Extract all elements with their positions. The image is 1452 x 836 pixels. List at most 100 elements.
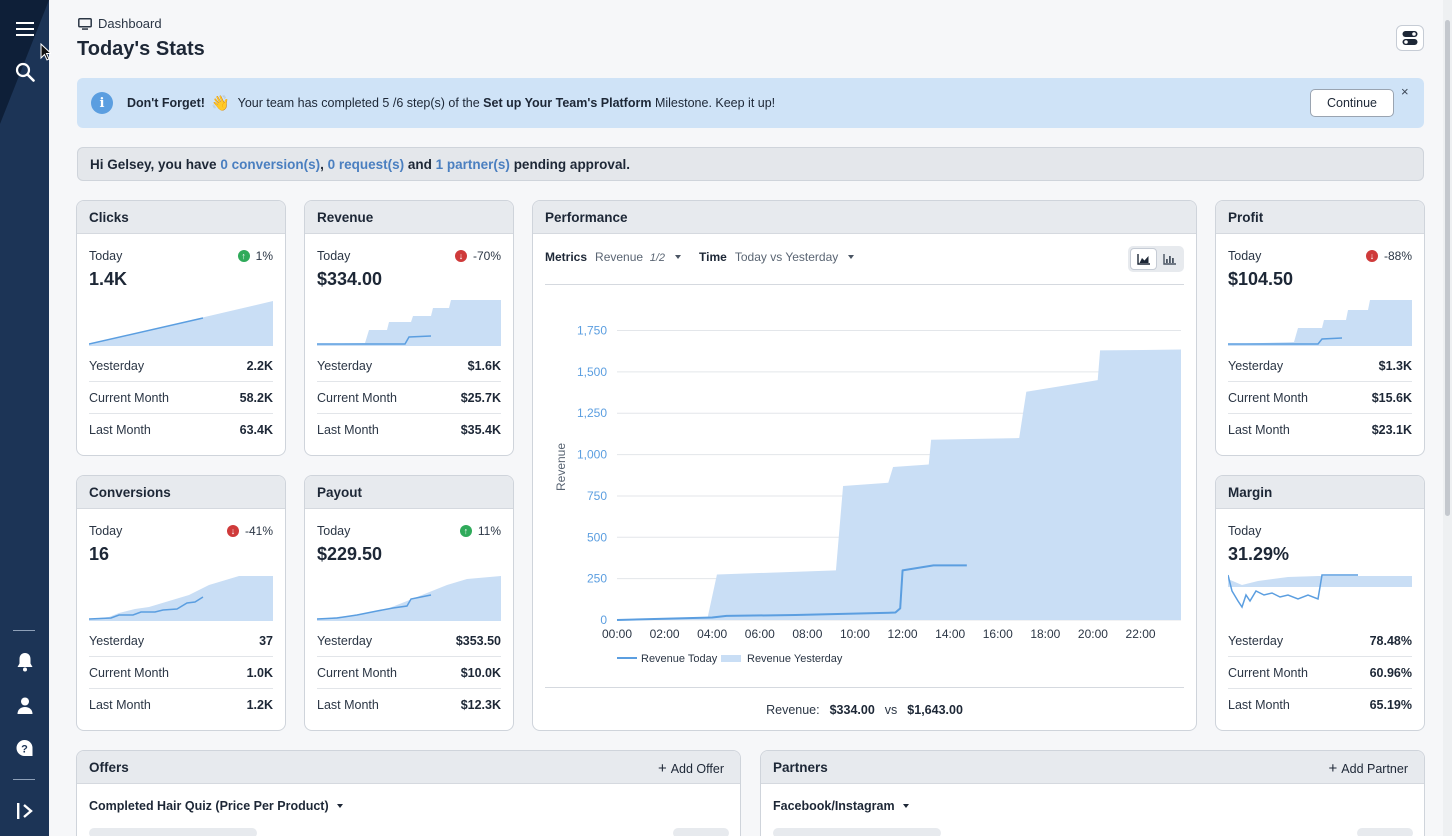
help-button[interactable]: ?	[0, 733, 49, 763]
caret-down-icon	[336, 804, 343, 808]
change-badge: ↑ 1%	[237, 249, 273, 263]
add-offer-button[interactable]: + Add Offer	[657, 760, 724, 777]
search-button[interactable]	[0, 57, 49, 87]
change-value: -88%	[1383, 249, 1412, 263]
x-tick-label: 08:00	[792, 627, 822, 641]
arrow-up-icon: ↑	[237, 250, 250, 262]
summary-label: Revenue:	[766, 703, 820, 717]
margin-sparkline	[1228, 574, 1412, 609]
approval-summary: Hi Gelsey, you have 0 conversion(s), 0 r…	[77, 147, 1424, 181]
x-tick-label: 00:00	[602, 627, 632, 641]
arrow-down-icon: ↓	[1365, 250, 1378, 262]
today-label: Today	[317, 249, 351, 263]
breadcrumb-label: Dashboard	[98, 16, 162, 31]
profile-button[interactable]	[0, 690, 49, 720]
stat-row: Yesterday $1.6K	[317, 350, 501, 382]
breadcrumb[interactable]: Dashboard	[78, 16, 162, 31]
stat-row: Last Month $35.4K	[317, 423, 501, 437]
today-label: Today	[89, 249, 123, 263]
offer-select[interactable]: Completed Hair Quiz (Price Per Product)	[89, 799, 343, 813]
time-select[interactable]: Today vs Yesterday	[734, 250, 839, 264]
card-title: Clicks	[77, 201, 285, 234]
arrow-down-icon: ↓	[226, 525, 239, 537]
x-tick-label: 04:00	[697, 627, 727, 641]
metrics-label: Metrics	[545, 250, 588, 264]
arrow-down-icon: ↓	[454, 250, 467, 262]
scrollbar-thumb[interactable]	[1445, 20, 1450, 516]
stat-row: Last Month $12.3K	[317, 698, 501, 712]
add-partner-button[interactable]: + Add Partner	[1328, 760, 1408, 777]
today-value: 16	[89, 544, 110, 564]
panel-title: Partners	[761, 751, 1424, 784]
settings-toggle-button[interactable]	[1396, 25, 1424, 51]
banner-title: Don't Forget!	[127, 96, 205, 110]
change-value: -41%	[244, 524, 273, 538]
notifications-button[interactable]	[0, 647, 49, 677]
sidebar-divider	[13, 630, 35, 631]
stat-row: Current Month 60.96%	[1228, 657, 1412, 689]
today-value: 31.29%	[1228, 544, 1290, 564]
partners-link[interactable]: 1 partner(s)	[435, 156, 510, 172]
menu-button[interactable]	[0, 14, 49, 44]
change-badge: ↓ -70%	[454, 249, 501, 263]
stat-row: Yesterday $353.50	[317, 625, 501, 657]
stat-row: Last Month 1.2K	[89, 698, 273, 712]
x-tick-label: 16:00	[983, 627, 1013, 641]
greeting-end: pending approval.	[509, 156, 630, 172]
card-title: Revenue	[305, 201, 513, 234]
svg-text:?: ?	[21, 743, 28, 755]
sidebar-accent	[0, 0, 49, 124]
time-label: Time	[699, 250, 727, 264]
continue-button[interactable]: Continue	[1310, 89, 1394, 117]
scrollbar[interactable]	[1443, 0, 1452, 836]
bar-chart-button[interactable]	[1157, 248, 1182, 270]
area-chart-button[interactable]	[1130, 248, 1157, 270]
milestone-banner: i Don't Forget! 👋 Your team has complete…	[77, 78, 1424, 128]
chart-type-toggle	[1128, 246, 1184, 272]
wave-emoji: 👋	[210, 95, 230, 112]
expand-sidebar-button[interactable]	[0, 796, 49, 826]
today-value: $104.50	[1228, 269, 1294, 289]
change-value: -70%	[472, 249, 501, 263]
change-badge: ↓ -88%	[1365, 249, 1412, 263]
caret-down-icon	[902, 804, 909, 808]
y-tick-label: 1,500	[577, 365, 607, 379]
partner-chart-toggle[interactable]	[1357, 828, 1413, 836]
x-tick-label: 10:00	[840, 627, 870, 641]
y-tick-label: 250	[587, 572, 607, 586]
conversions-link[interactable]: 0 conversion(s)	[220, 156, 321, 172]
partners-panel: Partners + Add Partner Facebook/Instagram	[760, 750, 1425, 836]
today-label: Today	[1228, 249, 1262, 263]
card-title: Conversions	[77, 476, 285, 509]
arrow-up-icon: ↑	[459, 525, 472, 537]
divider	[545, 687, 1184, 688]
change-value: 1%	[255, 249, 273, 263]
y-tick-label: 1,000	[577, 448, 607, 462]
x-tick-label: 06:00	[745, 627, 775, 641]
caret-down-icon	[675, 255, 682, 259]
help-icon: ?	[16, 739, 33, 756]
search-icon	[15, 62, 35, 82]
legend-label: Revenue Today	[641, 653, 718, 665]
close-icon[interactable]: ×	[1401, 84, 1409, 99]
partner-tabs[interactable]	[773, 828, 941, 836]
legend-label: Revenue Yesterday	[747, 653, 843, 665]
summary-vs: vs	[884, 703, 898, 717]
payout-sparkline	[317, 576, 501, 621]
profit-card: Profit Today ↓ -88% $104.50 Yesterday $1.3…	[1215, 200, 1425, 456]
conversions-card: Conversions Today ↓ -41% 16 Yesterday 37 C…	[76, 475, 286, 731]
offer-chart-toggle[interactable]	[673, 828, 729, 836]
clicks-card: Clicks Today ↑ 1% 1.4K Yesterday 2.2K Curr…	[76, 200, 286, 456]
partner-select[interactable]: Facebook/Instagram	[773, 799, 909, 813]
requests-link[interactable]: 0 request(s)	[327, 156, 405, 172]
stat-row: Current Month 58.2K	[89, 382, 273, 414]
stat-row: Yesterday $1.3K	[1228, 350, 1412, 382]
metrics-select[interactable]: Revenue 1/2	[595, 250, 666, 264]
payout-card: Payout Today ↑ 11% $229.50 Yesterday $353.…	[304, 475, 514, 731]
plus-icon: +	[1328, 760, 1338, 777]
today-label: Today	[1228, 524, 1262, 538]
offer-tabs[interactable]	[89, 828, 257, 836]
summary-today: $334.00	[829, 703, 875, 717]
revenue-card: Revenue Today ↓ -70% $334.00 Yesterday $1.…	[304, 200, 514, 456]
offers-panel: Offers + Add Offer Completed Hair Quiz (P…	[76, 750, 741, 836]
